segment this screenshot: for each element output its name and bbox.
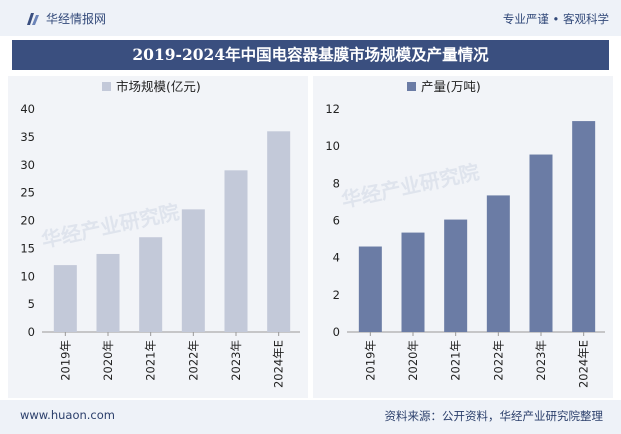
footer-url: www.huaon.com (20, 408, 115, 422)
output-ytick-label: 10 (325, 139, 340, 153)
output-ytick-label: 2 (333, 288, 340, 302)
market-size-ytick-label: 15 (20, 241, 35, 255)
market-size-ytick-label: 35 (20, 130, 35, 144)
market-size-x-tick-label: 2019年 (58, 340, 72, 381)
market-size-bar (224, 170, 248, 332)
market-size-ytick-label: 20 (20, 214, 35, 228)
output-x-tick-label: 2023年 (534, 340, 548, 381)
tagline: 专业严谨 • 客观科学 (502, 12, 609, 26)
output-bar (486, 195, 510, 332)
market-size-x-tick-label: 2022年 (186, 340, 200, 381)
market-size-ytick-label: 5 (28, 297, 35, 311)
output-legend: 产量(万吨) (407, 79, 481, 94)
market-size-ytick-label: 25 (20, 186, 35, 200)
market-size-ytick-label: 10 (20, 269, 35, 283)
market-size-legend-label: 市场规模(亿元) (116, 79, 201, 94)
output-legend-swatch (407, 82, 416, 91)
output-x-tick-label: 2020年 (406, 340, 420, 381)
output-ytick-label: 12 (325, 102, 340, 116)
market-size-legend: 市场规模(亿元) (102, 79, 201, 94)
output-bar (401, 232, 425, 332)
output-bar (529, 154, 553, 332)
market-size-x-tick-label: 2024年E (272, 340, 286, 388)
brand-logo-icon (27, 12, 39, 25)
market-size-bar (96, 253, 120, 332)
chart-title: 2019-2024年中国电容器基膜市场规模及产量情况 (12, 40, 609, 70)
market-size-ytick-label: 40 (20, 102, 35, 116)
output-x-tick-label: 2022年 (491, 340, 505, 381)
market-size-bar (267, 131, 291, 332)
output-panel: 产量(万吨) 0 2 4 6 8 10 12 2019年 2020年 2021年 2022年 2023年… (313, 76, 613, 398)
market-size-bar (139, 237, 163, 332)
market-size-ytick-label: 0 (28, 325, 35, 339)
market-size-bar (53, 265, 77, 332)
brand: 华经情报网 (26, 10, 106, 27)
output-bar (572, 121, 596, 332)
output-ytick-label: 8 (333, 176, 340, 190)
output-ytick-label: 4 (333, 251, 340, 265)
output-bar (444, 219, 468, 332)
market-size-x-tick-label: 2020年 (101, 340, 115, 381)
output-x-tick-label: 2024年E (577, 340, 591, 388)
output-ytick-label: 6 (333, 214, 340, 228)
output-legend-label: 产量(万吨) (421, 79, 481, 94)
output-x-tick-label: 2019年 (363, 340, 377, 381)
output-ytick-label: 0 (333, 325, 340, 339)
market-size-chart: 市场规模(亿元) 0 5 10 15 20 25 30 35 40 2019年 2020年 2021年 2… (20, 79, 300, 388)
market-size-x-tick-label: 2021年 (144, 340, 158, 381)
market-size-panel: 市场规模(亿元) 0 5 10 15 20 25 30 35 40 2019年 2020年 2021年 2… (8, 76, 308, 398)
footer: www.huaon.com 资料来源：公开资料，华经产业研究院整理 (0, 400, 621, 434)
market-size-ytick-label: 30 (20, 158, 35, 172)
market-size-legend-swatch (102, 82, 111, 91)
market-size-bar (181, 209, 205, 332)
output-bar (358, 246, 382, 332)
top-bar: 华经情报网 专业严谨 • 客观科学 (0, 0, 621, 36)
brand-name: 华经情报网 (46, 12, 107, 26)
market-size-x-tick-label: 2023年 (229, 340, 243, 381)
output-x-tick-label: 2021年 (449, 340, 463, 381)
output-chart: 产量(万吨) 0 2 4 6 8 10 12 2019年 2020年 2021年 2022年 2023年… (325, 79, 605, 388)
footer-source: 资料来源：公开资料，华经产业研究院整理 (384, 409, 604, 423)
